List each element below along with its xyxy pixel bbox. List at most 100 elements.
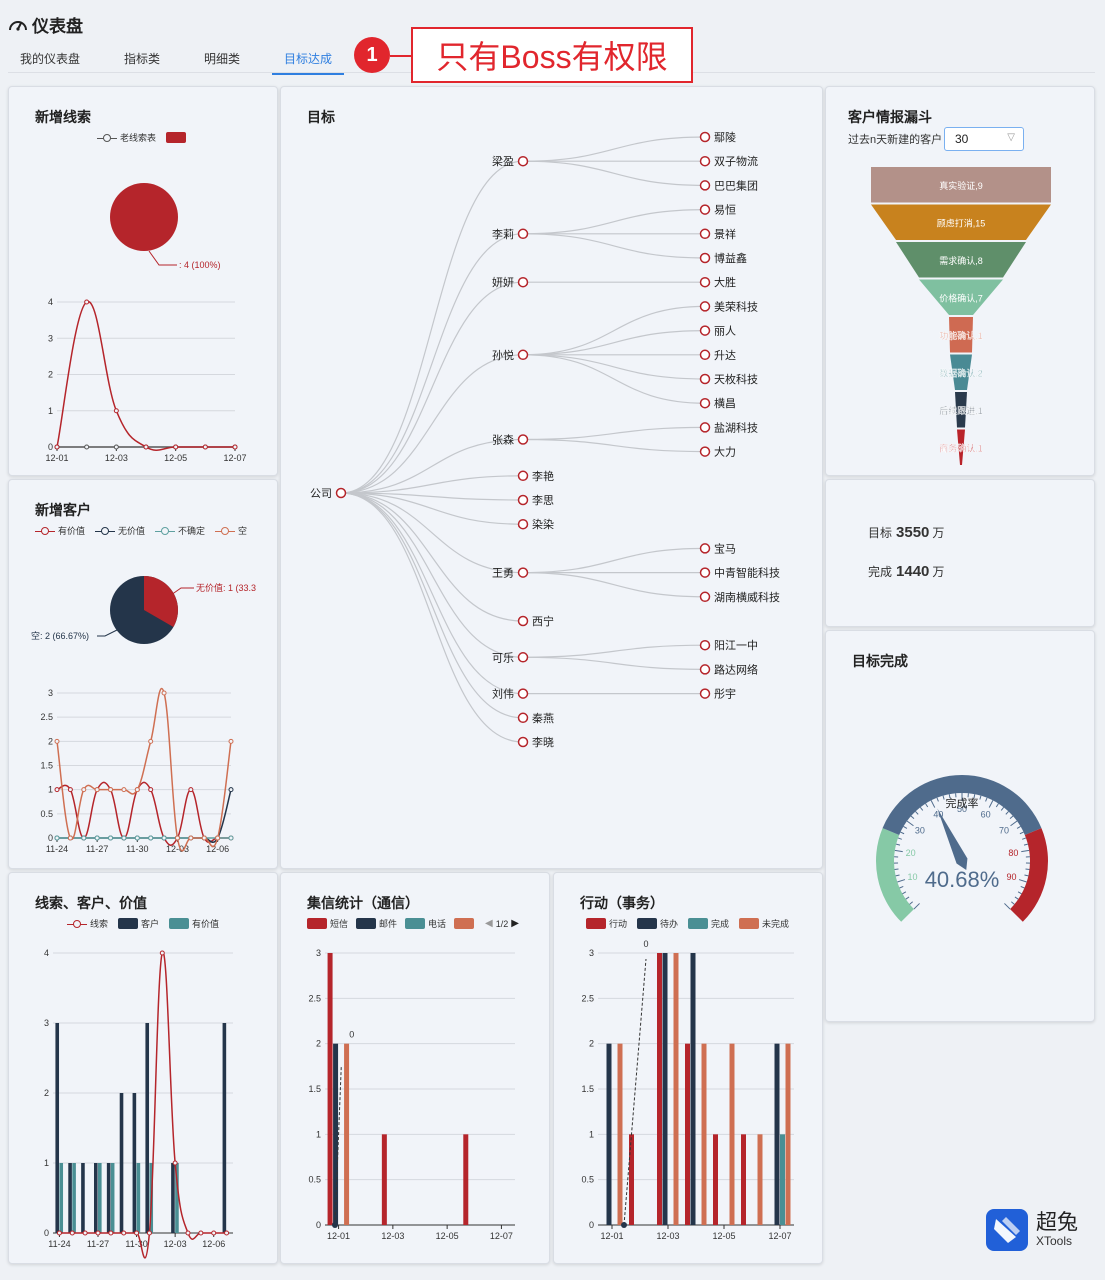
- data-point[interactable]: [228, 835, 234, 841]
- funnel-stage[interactable]: [949, 317, 973, 353]
- bar[interactable]: [55, 1023, 60, 1233]
- bar[interactable]: [463, 1134, 469, 1225]
- tree-node-customer[interactable]: [699, 228, 711, 240]
- data-point[interactable]: [84, 299, 90, 305]
- legend-item[interactable]: 邮件: [356, 917, 397, 930]
- series-line[interactable]: [57, 789, 232, 843]
- tree-node-customer[interactable]: [699, 349, 711, 361]
- tree-node-customer[interactable]: [699, 397, 711, 409]
- bar[interactable]: [81, 1163, 85, 1233]
- data-point[interactable]: [108, 1230, 114, 1236]
- tree-node-person[interactable]: [517, 736, 529, 748]
- data-point[interactable]: [215, 835, 221, 841]
- data-point[interactable]: [201, 835, 207, 841]
- tree-node-customer[interactable]: [699, 131, 711, 143]
- bar[interactable]: [741, 1134, 746, 1225]
- data-point[interactable]: [95, 1230, 101, 1236]
- tree-node-customer[interactable]: [699, 422, 711, 433]
- tree-node-customer[interactable]: [699, 252, 711, 264]
- data-point[interactable]: [67, 787, 73, 793]
- legend-item[interactable]: [454, 918, 477, 929]
- bar[interactable]: [662, 953, 668, 1225]
- funnel-stage[interactable]: [950, 354, 972, 391]
- funnel-stage[interactable]: [919, 279, 1003, 316]
- data-point[interactable]: [82, 1230, 88, 1236]
- legend-item[interactable]: 无价值: [95, 524, 145, 537]
- data-point[interactable]: [146, 1230, 152, 1236]
- data-point[interactable]: [108, 835, 114, 841]
- data-point[interactable]: [67, 835, 73, 841]
- data-point[interactable]: [84, 444, 90, 450]
- bar[interactable]: [617, 1043, 623, 1225]
- data-point[interactable]: [69, 1230, 75, 1236]
- data-point[interactable]: [174, 835, 180, 841]
- bar[interactable]: [657, 953, 662, 1225]
- bar[interactable]: [106, 1163, 111, 1233]
- tree-node-person[interactable]: [517, 688, 529, 699]
- data-point[interactable]: [54, 835, 60, 841]
- data-point[interactable]: [228, 738, 234, 744]
- tree-node-customer[interactable]: [699, 373, 711, 385]
- data-point[interactable]: [94, 835, 100, 841]
- bar[interactable]: [381, 1134, 387, 1225]
- data-point[interactable]: [134, 835, 140, 841]
- data-point[interactable]: [113, 444, 119, 450]
- tree-node-person[interactable]: [517, 615, 529, 627]
- tree-node-customer[interactable]: [699, 639, 711, 651]
- tree-node-customer[interactable]: [699, 543, 711, 554]
- funnel-stage[interactable]: [896, 242, 1026, 278]
- legend-item[interactable]: 有价值: [35, 524, 85, 537]
- funnel-stage[interactable]: [955, 392, 967, 428]
- data-point[interactable]: [94, 787, 100, 793]
- days-select[interactable]: 30 ▽: [944, 127, 1024, 151]
- legend-item[interactable]: 客户: [118, 917, 159, 930]
- funnel-stage[interactable]: [871, 167, 1051, 203]
- legend-item[interactable]: 短信: [307, 917, 348, 930]
- data-point[interactable]: [211, 1230, 217, 1236]
- data-point[interactable]: [81, 835, 87, 841]
- data-point[interactable]: [121, 1230, 127, 1236]
- legend-item[interactable]: 未完成: [739, 917, 789, 930]
- bar[interactable]: [774, 1043, 780, 1225]
- bar[interactable]: [729, 1043, 735, 1225]
- tab-my-dashboard[interactable]: 我的仪表盘: [20, 52, 81, 66]
- tree-node-customer[interactable]: [699, 664, 711, 675]
- funnel-stage[interactable]: [957, 429, 965, 466]
- bar[interactable]: [94, 1163, 98, 1233]
- legend-item[interactable]: 完成: [688, 917, 729, 930]
- tree-node-person[interactable]: [517, 652, 529, 663]
- tree-node-customer[interactable]: [699, 446, 711, 457]
- series-line[interactable]: [56, 687, 232, 852]
- bar[interactable]: [785, 1043, 791, 1225]
- bar[interactable]: [713, 1134, 718, 1225]
- tree-node-customer[interactable]: [699, 301, 711, 312]
- bar[interactable]: [98, 1163, 102, 1233]
- data-point[interactable]: [173, 444, 179, 450]
- bar[interactable]: [701, 1043, 707, 1225]
- legend-item[interactable]: 行动: [586, 917, 627, 930]
- tree-node-person[interactable]: [517, 712, 529, 724]
- data-point[interactable]: [224, 1230, 230, 1236]
- pager-next-icon[interactable]: ▶: [511, 918, 519, 929]
- bar[interactable]: [175, 1163, 179, 1233]
- bar[interactable]: [171, 1163, 175, 1233]
- data-point[interactable]: [113, 408, 119, 414]
- bar[interactable]: [757, 1134, 763, 1225]
- bar[interactable]: [780, 1134, 785, 1225]
- data-point[interactable]: [188, 835, 194, 841]
- bar[interactable]: [110, 1163, 115, 1233]
- data-point[interactable]: [143, 444, 149, 450]
- bar[interactable]: [327, 953, 333, 1225]
- data-point[interactable]: [188, 787, 194, 793]
- bar[interactable]: [145, 1023, 150, 1233]
- tree-node-person[interactable]: [517, 567, 529, 578]
- tree-node-customer[interactable]: [699, 567, 711, 578]
- data-point[interactable]: [161, 690, 167, 696]
- bar[interactable]: [222, 1023, 227, 1233]
- tree-node-customer[interactable]: [699, 155, 711, 167]
- bar[interactable]: [344, 1043, 350, 1225]
- data-point[interactable]: [54, 444, 60, 450]
- tree-node-customer[interactable]: [699, 204, 711, 215]
- tree-node-person[interactable]: [517, 518, 529, 530]
- legend-item[interactable]: 待办: [637, 917, 678, 930]
